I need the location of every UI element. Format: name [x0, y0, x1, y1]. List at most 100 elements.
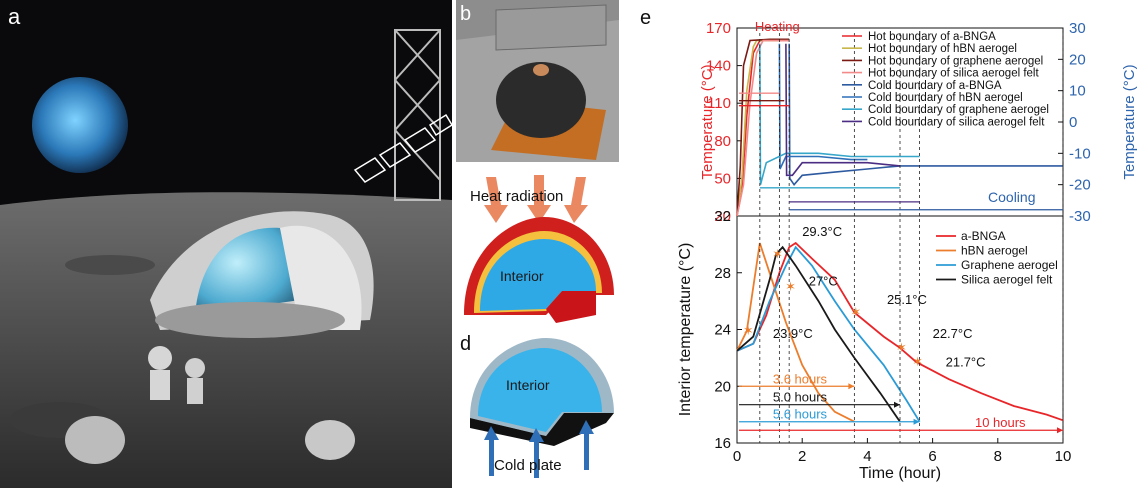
top-series-line-2 — [736, 38, 790, 217]
series-layer — [736, 38, 1064, 423]
y-left-tick-label: 80 — [714, 133, 731, 150]
label-23-9: 23.9°C — [773, 326, 813, 341]
panel-label-c: c — [460, 170, 470, 192]
label-29-3: 29.3°C — [802, 224, 842, 239]
y-bottom-tick-label: 32 — [714, 208, 731, 225]
label-25-1: 25.1°C — [887, 292, 927, 307]
y-left-tick-label: 50 — [714, 170, 731, 187]
x-tick-label: 0 — [733, 448, 741, 465]
panel-a-lunar-base-illustration: a — [0, 0, 454, 488]
annotation-layer: Heating Cooling 29.3°C 27°C 23.9°C 25.1°C 22.7… — [739, 19, 1064, 443]
heat-arrows — [484, 175, 588, 223]
label-21-7: 21.7°C — [946, 354, 986, 369]
label-22-7: 22.7°C — [933, 326, 973, 341]
cold-arrow — [584, 432, 589, 470]
duration-arrow-head — [913, 418, 920, 425]
top-legend-label: Hot boundary of silica aerogel felt — [868, 68, 1039, 80]
top-series-line-5 — [778, 43, 868, 170]
x-tick-label: 10 — [1055, 448, 1072, 465]
heating-label: Heating — [755, 19, 800, 34]
marker-star: ✶ — [785, 279, 796, 294]
cold-plate-diagram: Interior Cold plate d — [456, 328, 619, 488]
top-legend-label: Cold boundary of graphene aerogel — [868, 104, 1049, 116]
interior-region — [480, 239, 596, 311]
panel-label-b: b — [460, 3, 471, 25]
y-bottom-tick-label: 20 — [714, 378, 731, 395]
y-right-tick-label: -10 — [1069, 145, 1091, 162]
bottom-legend-label: Graphene aerogel — [961, 258, 1058, 272]
duration-arrow-head — [894, 401, 900, 408]
bottom-series-line-1 — [736, 242, 855, 423]
y-right-axis-title: Temperature (°C) — [1121, 64, 1138, 179]
duration-label-h36: 3.6 hours — [773, 371, 828, 386]
x-axis-title: Time (hour) — [859, 465, 941, 482]
y-left-tick-label: 20 — [714, 208, 731, 225]
heat-radiation-label: Heat radiation — [470, 188, 563, 205]
bottom-series-line-2 — [736, 245, 921, 423]
cold-plate-label: Cold plate — [494, 457, 562, 474]
y-left-tick-label: 110 — [707, 95, 731, 112]
panel-label-e: e — [640, 7, 651, 29]
satellite-dish — [305, 420, 355, 460]
panel-label-a: a — [8, 4, 21, 29]
y-right-tick-label: -30 — [1069, 208, 1091, 225]
y-bottom-tick-label: 24 — [714, 322, 731, 339]
marker-star: ✶ — [772, 246, 783, 261]
y-right-tick-label: 10 — [1069, 83, 1086, 100]
rover-dish — [65, 416, 125, 464]
panel-e-chart-svg: e 20 50 80 110 140 170 -30 -20 -10 0 10 20 30 Tempera… — [640, 7, 1138, 482]
panel-d-cold-plate: Interior Cold plate d — [456, 328, 619, 488]
cold-arrow-head — [529, 428, 544, 442]
panel-e-charts: e 20 50 80 110 140 170 -30 -20 -10 0 10 20 30 Tempera… — [636, 0, 1141, 488]
bottom-legend-label: hBN aerogel — [961, 244, 1028, 258]
habitat-base-ring — [155, 302, 345, 338]
top-legend-label: Cold boundary of a-BNGA — [868, 80, 1002, 92]
x-tick-label: 8 — [994, 448, 1002, 465]
interior-label: Interior — [500, 268, 544, 284]
astronaut-body — [187, 378, 203, 404]
panel-c-heat-radiation: Interior Heat radiation c — [456, 165, 619, 325]
heat-arrow — [564, 177, 588, 223]
cold-base — [470, 413, 614, 446]
panel-label-d: d — [460, 333, 471, 355]
top-series-line-6 — [759, 43, 920, 185]
heat-arrow — [484, 177, 508, 223]
top-legend-label: Hot boundary of a-BNGA — [868, 31, 996, 43]
top-legend-label: Hot boundary of graphene aerogel — [868, 55, 1043, 67]
tower-structure — [394, 29, 441, 201]
aerogel-dome — [496, 62, 586, 138]
x-tick-label: 4 — [863, 448, 871, 465]
top-series-line-3 — [736, 39, 790, 217]
y-left-tick-label: 140 — [706, 58, 731, 75]
duration-arrow-head — [848, 383, 855, 390]
cooling-label: Cooling — [988, 189, 1035, 205]
top-series-line-4 — [788, 43, 1063, 187]
cut-face — [546, 291, 596, 323]
y-right-tick-label: 30 — [1069, 20, 1086, 37]
top-legend-label: Cold boundary of silica aerogel felt — [868, 116, 1045, 128]
y-bottom-axis-title: Interior temperature (°C) — [677, 243, 694, 417]
metal-block — [495, 4, 607, 51]
interior-label: Interior — [506, 377, 550, 393]
label-27: 27°C — [809, 274, 838, 289]
marker-star: ✶ — [743, 323, 754, 338]
cold-arrows — [484, 420, 594, 478]
sample-photo: b — [456, 0, 619, 162]
x-tick-label: 2 — [798, 448, 806, 465]
heat-radiation-diagram: Interior Heat radiation c — [456, 165, 619, 325]
interior-region — [478, 348, 602, 432]
cold-arrow-head — [579, 420, 594, 434]
y-left-axis-title: Temperature (°C) — [699, 64, 716, 179]
dome-top-patch — [533, 64, 549, 76]
astronaut — [148, 346, 172, 370]
y-right-tick-label: -20 — [1069, 177, 1091, 194]
y-bottom-tick-label: 28 — [714, 265, 731, 282]
earth-planet — [32, 77, 128, 173]
marker-star: ✶ — [850, 304, 861, 319]
y-left-tick-label: 170 — [706, 20, 731, 37]
top-legend-label: Cold boundary of hBN aerogel — [868, 92, 1023, 104]
lunar-base-scene: a — [0, 0, 454, 488]
astronaut — [185, 358, 205, 378]
bottom-legend-label: a-BNGA — [961, 229, 1006, 243]
